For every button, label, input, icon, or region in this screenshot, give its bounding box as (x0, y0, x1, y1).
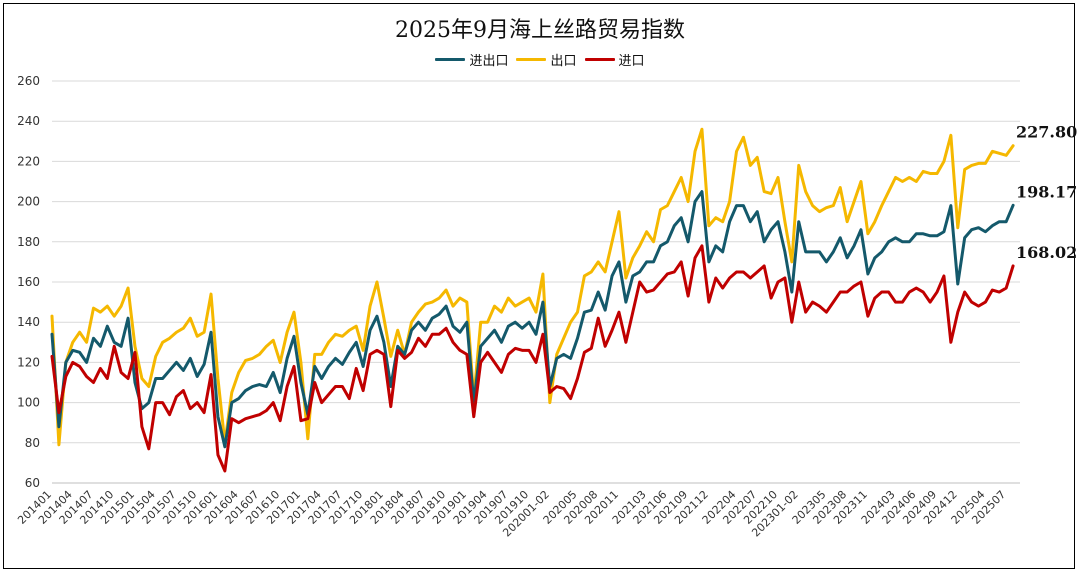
y-axis-ticks: 60 80 100 120 140 160 180 200 220 240 260 (17, 74, 40, 490)
chart-legend: 进出口 出口 进口 (0, 50, 1080, 69)
series-line (50, 244, 1015, 473)
legend-label-import: 进口 (618, 54, 645, 69)
series-end-label: 168.02 (1016, 243, 1077, 262)
legend-item-export: 出口 (516, 50, 577, 69)
legend-label-export: 出口 (550, 54, 577, 69)
y-tick-label: 140 (17, 315, 40, 329)
series-lines (50, 127, 1015, 473)
end-labels: 198.17 227.80 168.02 (1016, 123, 1077, 262)
series-line (50, 190, 1015, 449)
y-tick-label: 100 (17, 396, 40, 410)
y-tick-label: 60 (25, 476, 40, 490)
x-axis-ticks: 2014012014042014072014102015012015042015… (15, 488, 1008, 540)
chart-frame (3, 3, 1075, 569)
y-tick-label: 260 (17, 74, 40, 88)
legend-label-import-export: 进出口 (469, 54, 509, 69)
series-end-label: 198.17 (1016, 182, 1077, 201)
y-tick-label: 220 (17, 154, 40, 168)
legend-swatch-export (516, 58, 547, 61)
series-line (50, 127, 1015, 447)
y-tick-label: 180 (17, 235, 40, 249)
series-end-label: 227.80 (1016, 123, 1077, 142)
y-tick-label: 200 (17, 195, 40, 209)
chart-title: 2025年9月海上丝路贸易指数 (395, 18, 685, 43)
y-tick-label: 240 (17, 114, 40, 128)
legend-item-import-export: 进出口 (435, 50, 508, 69)
y-tick-label: 120 (17, 355, 40, 369)
legend-item-import: 进口 (584, 50, 645, 69)
legend-swatch-import-export (435, 58, 466, 61)
y-tick-label: 80 (25, 436, 40, 450)
grid-lines (52, 80, 1020, 484)
y-tick-label: 160 (17, 275, 40, 289)
legend-swatch-import (584, 58, 615, 61)
